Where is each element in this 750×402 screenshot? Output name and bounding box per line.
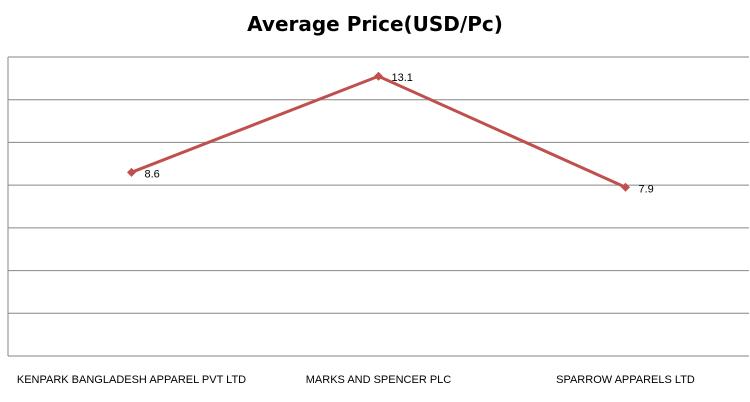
data-label: 7.9 bbox=[639, 183, 654, 195]
data-label: 13.1 bbox=[392, 72, 413, 84]
category-label: SPARROW APPARELS LTD bbox=[556, 374, 695, 386]
data-point-marker bbox=[374, 71, 383, 81]
gridlines bbox=[7, 56, 749, 357]
series-line bbox=[130, 74, 627, 189]
category-label: KENPARK BANGLADESH APPAREL PVT LTD bbox=[17, 374, 246, 386]
category-labels: KENPARK BANGLADESH APPAREL PVT LTD MARKS … bbox=[17, 374, 695, 386]
series-layer bbox=[127, 71, 630, 192]
data-point-marker bbox=[621, 182, 630, 192]
category-label: MARKS AND SPENCER PLC bbox=[306, 374, 452, 386]
data-labels: 8.6 13.1 7.9 bbox=[145, 72, 654, 195]
data-point-marker bbox=[127, 167, 136, 177]
chart-title: Average Price(USD/Pc) bbox=[247, 12, 503, 36]
data-label: 8.6 bbox=[145, 168, 160, 180]
